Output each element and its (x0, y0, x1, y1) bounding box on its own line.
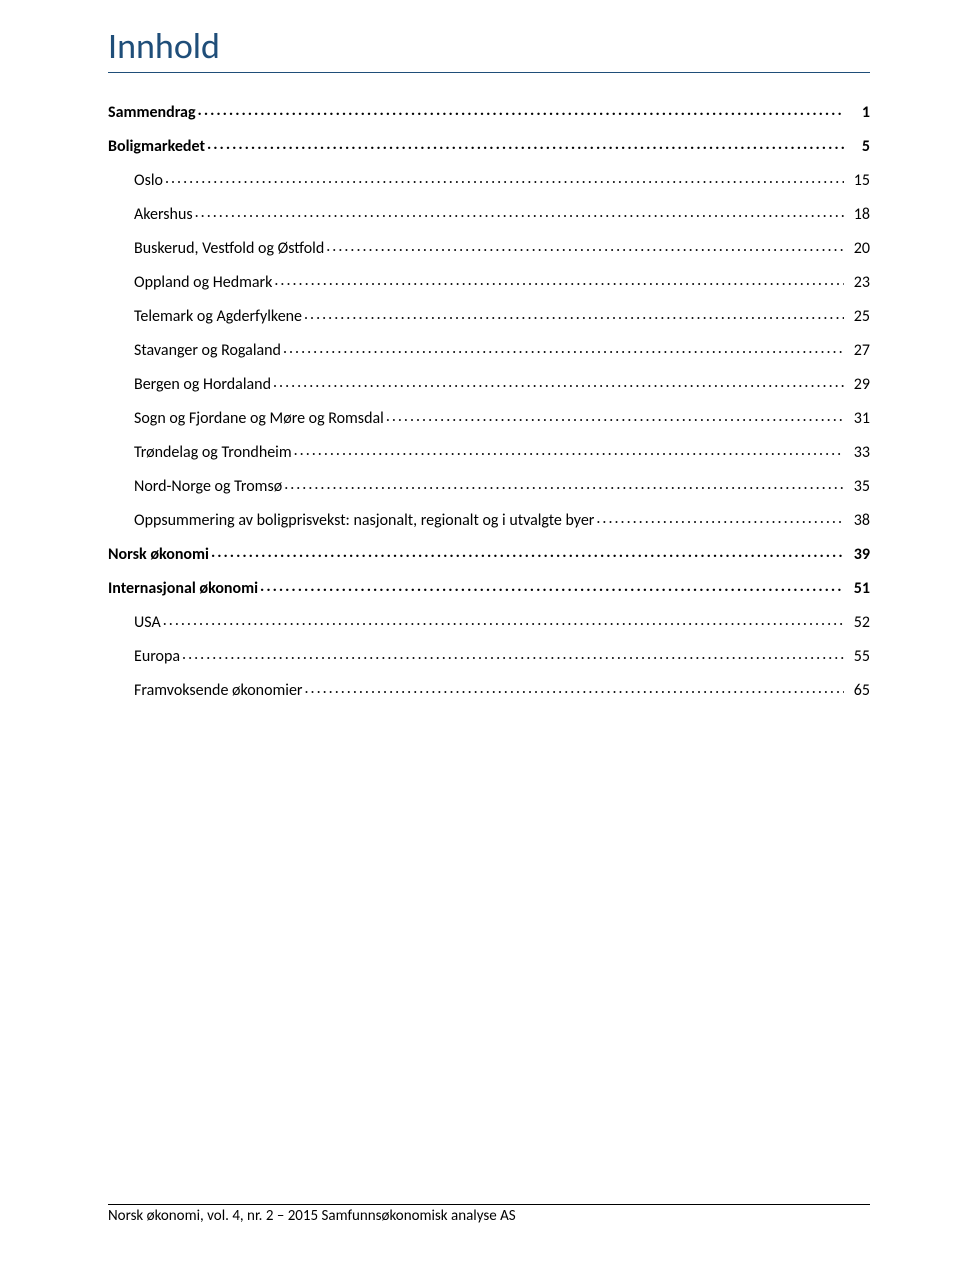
toc-leader-dots (198, 101, 844, 117)
toc-leader-dots (326, 237, 844, 253)
toc-entry-page: 52 (846, 613, 870, 632)
toc-entry: Nord-Norge og Tromsø 35 (108, 475, 870, 496)
toc-entry-label: Oslo (134, 171, 163, 190)
toc-entry: Boligmarkedet 5 (108, 135, 870, 156)
toc-entry: Norsk økonomi 39 (108, 543, 870, 564)
toc-entry: Telemark og Agderfylkene 25 (108, 305, 870, 326)
toc-leader-dots (207, 135, 844, 151)
toc-leader-dots (386, 407, 844, 423)
toc-entry: USA 52 (108, 611, 870, 632)
page-footer: Norsk økonomi, vol. 4, nr. 2 – 2015 Samf… (108, 1204, 870, 1225)
toc-leader-dots (284, 475, 844, 491)
toc-leader-dots (274, 271, 844, 287)
toc-leader-dots (211, 543, 844, 559)
toc-leader-dots (596, 509, 844, 525)
toc-entry: Oslo 15 (108, 169, 870, 190)
toc-entry-page: 31 (846, 409, 870, 428)
toc-entry-label: Sammendrag (108, 103, 196, 122)
toc-entry-label: Nord-Norge og Tromsø (134, 477, 282, 496)
toc-entry-label: Oppland og Hedmark (134, 273, 272, 292)
toc-leader-dots (165, 169, 844, 185)
toc-entry-label: Trøndelag og Trondheim (134, 443, 292, 462)
toc-entry-label: Bergen og Hordaland (134, 375, 271, 394)
toc-entry-label: Europa (134, 647, 180, 666)
toc-entry-page: 38 (846, 511, 870, 530)
toc-entry-label: Boligmarkedet (108, 137, 205, 156)
toc-entry-label: Stavanger og Rogaland (134, 341, 281, 360)
toc-entry: Buskerud, Vestfold og Østfold 20 (108, 237, 870, 258)
footer-text: Norsk økonomi, vol. 4, nr. 2 – 2015 Samf… (108, 1207, 516, 1225)
page-container: Innhold Sammendrag 1 Boligmarkedet 5 Oslo 15 A… (0, 0, 960, 700)
toc-leader-dots (305, 679, 844, 695)
toc-entry-page: 1 (846, 103, 870, 122)
toc-entry: Bergen og Hordaland 29 (108, 373, 870, 394)
toc-entry: Sogn og Fjordane og Møre og Romsdal 31 (108, 407, 870, 428)
toc-entry-label: Akershus (134, 205, 193, 224)
toc-entry-label: Norsk økonomi (108, 545, 209, 564)
toc-entry: Oppland og Hedmark 23 (108, 271, 870, 292)
toc-entry: Akershus 18 (108, 203, 870, 224)
toc-entry: Framvoksende økonomier 65 (108, 679, 870, 700)
toc-entry: Internasjonal økonomi 51 (108, 577, 870, 598)
toc-entry-page: 39 (846, 545, 870, 564)
toc-entry-page: 15 (846, 171, 870, 190)
toc-entry-label: Internasjonal økonomi (108, 579, 258, 598)
toc-leader-dots (195, 203, 844, 219)
toc-leader-dots (260, 577, 844, 593)
toc-entry-page: 51 (846, 579, 870, 598)
page-title: Innhold (108, 24, 870, 73)
table-of-contents: Sammendrag 1 Boligmarkedet 5 Oslo 15 Akershus 1… (108, 101, 870, 700)
toc-entry-label: Telemark og Agderfylkene (134, 307, 302, 326)
toc-entry: Oppsummering av boligprisvekst: nasjonal… (108, 509, 870, 530)
toc-entry-page: 25 (846, 307, 870, 326)
toc-entry-label: Sogn og Fjordane og Møre og Romsdal (134, 409, 384, 428)
toc-entry-label: Buskerud, Vestfold og Østfold (134, 239, 324, 258)
toc-entry-label: Framvoksende økonomier (134, 681, 303, 700)
toc-entry-page: 27 (846, 341, 870, 360)
toc-leader-dots (283, 339, 844, 355)
toc-entry-page: 33 (846, 443, 870, 462)
toc-entry-page: 20 (846, 239, 870, 258)
toc-entry: Europa 55 (108, 645, 870, 666)
toc-entry-page: 18 (846, 205, 870, 224)
toc-entry: Trøndelag og Trondheim 33 (108, 441, 870, 462)
toc-entry-page: 29 (846, 375, 870, 394)
toc-entry-page: 23 (846, 273, 870, 292)
toc-leader-dots (273, 373, 844, 389)
toc-entry-page: 65 (846, 681, 870, 700)
toc-entry-page: 55 (846, 647, 870, 666)
toc-entry-page: 35 (846, 477, 870, 496)
toc-leader-dots (163, 611, 844, 627)
toc-entry-label: Oppsummering av boligprisvekst: nasjonal… (134, 511, 594, 530)
toc-leader-dots (182, 645, 844, 661)
toc-entry: Sammendrag 1 (108, 101, 870, 122)
toc-leader-dots (304, 305, 844, 321)
toc-entry-page: 5 (846, 137, 870, 156)
toc-entry-label: USA (134, 613, 161, 632)
toc-leader-dots (294, 441, 844, 457)
toc-entry: Stavanger og Rogaland 27 (108, 339, 870, 360)
